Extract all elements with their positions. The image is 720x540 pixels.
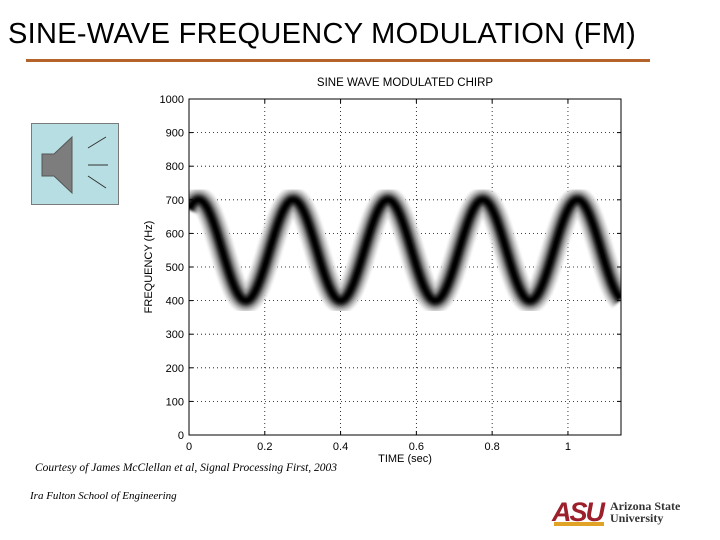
- y-axis-label: FREQUENCY (Hz): [143, 221, 155, 314]
- speaker-icon: [41, 135, 108, 195]
- y-tick-label: 0: [178, 430, 184, 442]
- slide-title: SINE-WAVE FREQUENCY MODULATION (FM): [8, 18, 637, 50]
- y-tick-label: 400: [166, 296, 184, 308]
- asu-logo: ASU Arizona State University: [552, 496, 692, 530]
- x-axis-label: TIME (sec): [378, 453, 432, 465]
- asu-logo-line2: University: [610, 511, 664, 525]
- y-tick-label: 500: [166, 262, 184, 274]
- y-tick-label: 1000: [160, 94, 184, 106]
- x-tick-label: 0.6: [409, 441, 424, 453]
- x-tick-label: 0.2: [257, 441, 272, 453]
- y-tick-label: 800: [166, 161, 184, 173]
- x-tick-label: 0: [186, 441, 192, 453]
- asu-logo-mark: ASU: [552, 497, 605, 527]
- credit-text: Courtesy of James McClellan et al, Signa…: [35, 462, 338, 474]
- chart-title: SINE WAVE MODULATED CHIRP: [317, 77, 493, 89]
- footer-text: Ira Fulton School of Engineering: [30, 490, 177, 502]
- y-tick-label: 100: [166, 396, 184, 408]
- title-rule: [26, 59, 650, 62]
- asu-logo-line1: Arizona State: [610, 499, 681, 513]
- x-tick-label: 0.8: [485, 441, 500, 453]
- y-tick-label: 600: [166, 228, 184, 240]
- asu-logo-underline: [554, 522, 604, 526]
- y-tick-label: 900: [166, 128, 184, 140]
- x-tick-label: 1: [565, 441, 571, 453]
- speaker-button[interactable]: [31, 123, 119, 205]
- x-tick-label: 0.4: [333, 441, 348, 453]
- y-tick-label: 700: [166, 195, 184, 207]
- y-tick-label: 300: [166, 329, 184, 341]
- y-tick-label: 200: [166, 363, 184, 375]
- fm-band-line: [189, 196, 621, 305]
